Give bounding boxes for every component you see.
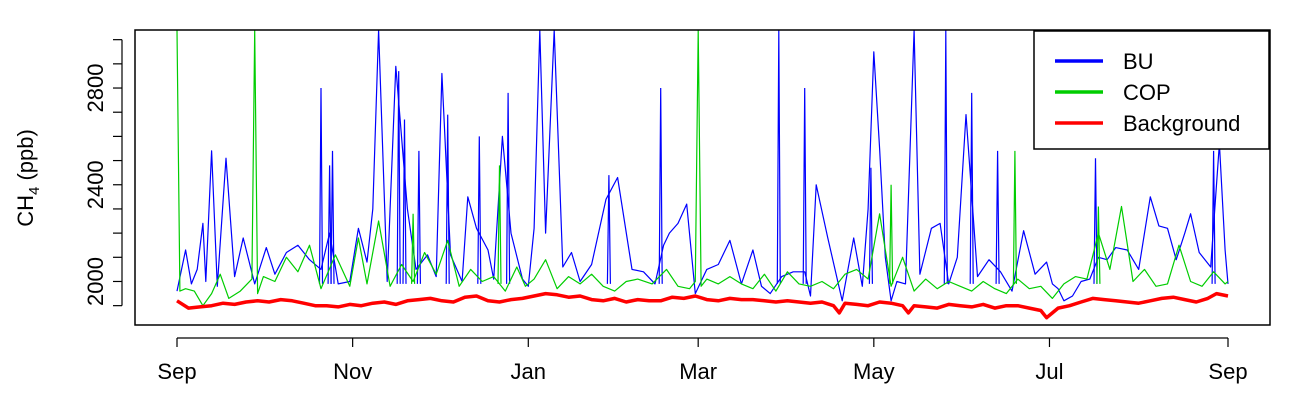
plot-frame xyxy=(134,29,1271,326)
legend-label-bu: BU xyxy=(1123,49,1154,74)
x-tick-label: Jan xyxy=(511,359,546,384)
y-axis-title-subscript: 4 xyxy=(26,187,43,195)
x-tick-label: Mar xyxy=(679,359,717,384)
spike-bu xyxy=(969,92,974,284)
y-axis-title: CH4 (ppb) xyxy=(13,129,43,227)
x-tick-label: Nov xyxy=(333,359,372,384)
series-line-background xyxy=(176,291,1229,320)
legend-label-cop: COP xyxy=(1123,80,1171,105)
spike-bu xyxy=(658,87,663,284)
spike-bu xyxy=(445,114,450,284)
series-layer xyxy=(176,30,1229,320)
y-axis: 2000 2400 2800 xyxy=(83,39,123,307)
x-tick-label: Sep xyxy=(1208,359,1247,384)
x-tick-label: Jul xyxy=(1035,359,1063,384)
spike-bu xyxy=(802,87,807,284)
series-line-bu xyxy=(176,30,1229,302)
spike-cop xyxy=(1096,206,1101,284)
spike-bu xyxy=(995,150,1000,284)
spike-bu xyxy=(416,150,421,284)
x-tick-label: May xyxy=(853,359,895,384)
x-axis: Sep Nov Jan Mar May Jul Sep xyxy=(157,337,1248,384)
spike-bu xyxy=(402,119,407,284)
y-axis-title-base: CH xyxy=(13,195,38,227)
spike-cop xyxy=(1012,150,1017,284)
y-tick-label: 2800 xyxy=(83,64,108,113)
spike-cop xyxy=(497,165,502,284)
y-axis-title-unit: (ppb) xyxy=(13,129,38,186)
spike-cop xyxy=(411,213,416,284)
y-tick-label: 2000 xyxy=(83,257,108,306)
series-line-cop xyxy=(176,30,1229,307)
spike-bu xyxy=(868,167,873,284)
spike-bu xyxy=(396,71,401,284)
spike-bu xyxy=(477,136,482,284)
spike-bu xyxy=(776,30,781,284)
y-tick-label: 2400 xyxy=(83,160,108,209)
legend-box xyxy=(1033,30,1270,150)
legend-label-background: Background xyxy=(1123,111,1240,136)
spike-bu xyxy=(330,150,335,284)
spike-bu xyxy=(318,87,324,284)
spike-bu xyxy=(506,92,511,284)
spike-cop xyxy=(889,184,894,284)
spike-bu xyxy=(606,175,611,284)
spike-bu xyxy=(1211,150,1216,284)
spike-bu xyxy=(943,30,948,284)
legend: BU COP Background xyxy=(1033,30,1270,150)
x-tick-label: Sep xyxy=(157,359,196,384)
spike-bu xyxy=(327,165,332,284)
